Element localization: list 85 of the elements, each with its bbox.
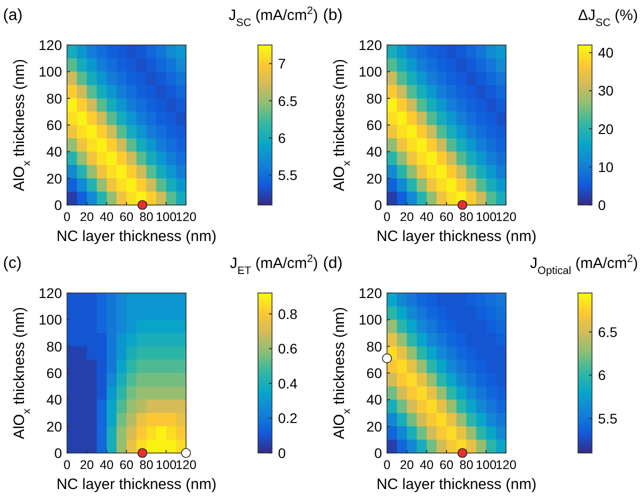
x-tick-label: 100 [476, 458, 497, 472]
color-bar-label: 0 [598, 197, 606, 213]
y-tick-label: 80 [366, 338, 382, 354]
x-tick-label: 20 [80, 210, 94, 224]
x-axis-title: NC layer thickness (nm) [56, 476, 217, 493]
x-tick-label: 120 [176, 210, 196, 224]
chart-title: (b) [323, 7, 343, 24]
color-bar-label: 5.5 [278, 167, 298, 184]
color-bar-label: 30 [598, 82, 614, 99]
x-tick-label: 60 [120, 210, 134, 224]
color-bar-label: 10 [598, 158, 614, 175]
y-tick-label: 40 [46, 144, 62, 160]
x-tick-label: 40 [420, 210, 434, 224]
y-tick-label: 20 [366, 170, 382, 186]
y-tick-label: 60 [46, 365, 62, 381]
x-tick-label: 20 [80, 458, 94, 472]
color-bar-title: J$_{SC}$ (mA/cm$^{2}$) [228, 5, 318, 29]
x-tick-label: 20 [400, 210, 414, 224]
color-bar-title: J$_{Optical}$ (mA/cm$^{2}$) [530, 253, 638, 277]
y-tick-label: 40 [46, 392, 62, 408]
color-bar-label: 40 [598, 44, 614, 61]
y-tick-label: 20 [46, 418, 62, 434]
x-tick-label: 100 [156, 210, 177, 224]
color-bar-label: 6 [598, 367, 606, 384]
x-tick-label: 60 [440, 458, 454, 472]
x-tick-label: 20 [400, 458, 414, 472]
color-bar-label: 7 [278, 56, 286, 72]
x-tick-label: 120 [176, 458, 196, 472]
y-tick-label: 0 [54, 445, 62, 461]
color-bar-label: 0 [278, 445, 286, 461]
color-bar-label: 5.5 [598, 410, 618, 426]
x-axis-title: NC layer thickness (nm) [376, 228, 537, 245]
color-bar-label: 0.6 [278, 340, 298, 357]
y-tick-label: 100 [358, 64, 382, 80]
color-bar-label: 6.5 [598, 324, 618, 340]
y-tick-label: 80 [366, 90, 382, 106]
y-tick-label: 120 [358, 37, 382, 53]
y-tick-label: 100 [358, 312, 382, 328]
y-tick-label: 60 [46, 117, 62, 133]
color-bar-label: 0.4 [278, 375, 298, 392]
y-tick-label: 120 [358, 285, 382, 301]
y-tick-label: 120 [38, 285, 62, 301]
x-tick-label: 80 [139, 458, 154, 472]
y-tick-label: 0 [374, 445, 382, 461]
x-tick-label: 100 [156, 458, 177, 472]
x-tick-label: 40 [100, 458, 114, 472]
x-tick-label: 0 [384, 458, 391, 472]
color-bar-label: 6 [278, 130, 286, 146]
x-tick-label: 120 [496, 458, 516, 472]
y-tick-label: 20 [366, 418, 382, 434]
x-tick-label: 60 [440, 210, 454, 224]
x-axis-title: NC layer thickness (nm) [376, 476, 537, 493]
color-bar-label: 6.5 [278, 92, 298, 109]
x-tick-label: 60 [120, 458, 134, 472]
y-tick-label: 40 [366, 392, 382, 408]
y-tick-label: 100 [38, 312, 62, 328]
x-tick-label: 0 [384, 210, 391, 224]
color-bar-label: 0.8 [278, 306, 298, 322]
x-tick-label: 80 [459, 458, 474, 472]
color-bar-label: 0.2 [278, 410, 298, 426]
x-tick-label: 120 [496, 210, 516, 224]
color-bar-title: ΔJ$_{SC}$ (%) [578, 7, 638, 29]
y-tick-label: 80 [46, 90, 62, 106]
y-tick-label: 0 [54, 197, 62, 213]
x-tick-label: 80 [139, 210, 154, 224]
y-tick-label: 100 [38, 64, 62, 80]
x-tick-label: 100 [476, 210, 497, 224]
y-tick-label: 20 [46, 170, 62, 186]
x-tick-label: 0 [64, 210, 71, 224]
x-tick-label: 40 [420, 458, 434, 472]
chart-title: (d) [323, 255, 343, 272]
x-tick-label: 0 [64, 458, 71, 472]
chart-title: (a) [3, 7, 23, 24]
y-tick-label: 60 [366, 365, 382, 381]
x-axis-title: NC layer thickness (nm) [56, 228, 217, 245]
chart-title: (c) [3, 255, 22, 272]
y-tick-label: 0 [374, 197, 382, 213]
x-tick-label: 40 [100, 210, 114, 224]
y-tick-label: 40 [366, 144, 382, 160]
y-tick-label: 60 [366, 117, 382, 133]
x-tick-label: 80 [459, 210, 474, 224]
y-tick-label: 120 [38, 37, 62, 53]
color-bar-label: 20 [598, 120, 614, 137]
y-tick-label: 80 [46, 338, 62, 354]
color-bar-title: J$_{ET}$ (mA/cm$^{2}$) [230, 253, 318, 277]
